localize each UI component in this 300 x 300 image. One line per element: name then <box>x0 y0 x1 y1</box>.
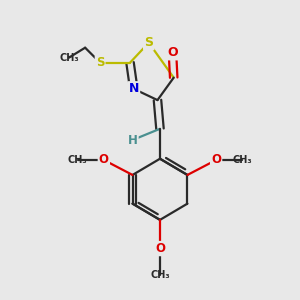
Text: CH₃: CH₃ <box>232 155 252 165</box>
Text: CH₃: CH₃ <box>68 155 87 165</box>
Text: S: S <box>96 56 104 69</box>
Text: O: O <box>211 154 221 166</box>
Text: O: O <box>99 154 109 166</box>
Text: CH₃: CH₃ <box>59 53 79 63</box>
Text: S: S <box>144 36 153 49</box>
Text: O: O <box>155 242 165 255</box>
Text: N: N <box>129 82 139 95</box>
Text: CH₃: CH₃ <box>150 270 170 280</box>
Text: O: O <box>167 46 178 59</box>
Text: H: H <box>128 134 137 146</box>
